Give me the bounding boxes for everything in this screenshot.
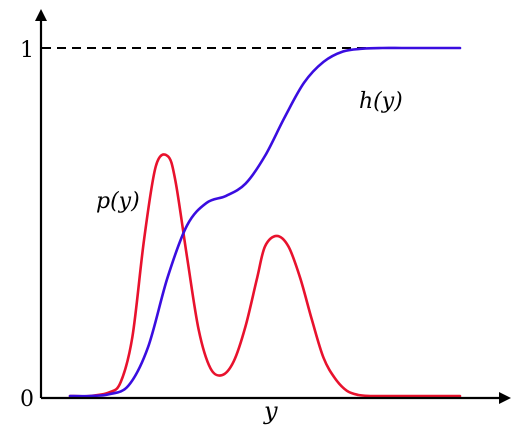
curve-label-p: p(y) [96, 189, 140, 214]
y-tick-label-1: 1 [20, 38, 34, 63]
x-axis-label: y [263, 397, 278, 425]
cumulative-curve-h [68, 46, 462, 398]
curve-label-h: h(y) [359, 89, 403, 114]
density-curve-p [68, 153, 462, 398]
y-tick-label-0: 0 [20, 387, 34, 412]
